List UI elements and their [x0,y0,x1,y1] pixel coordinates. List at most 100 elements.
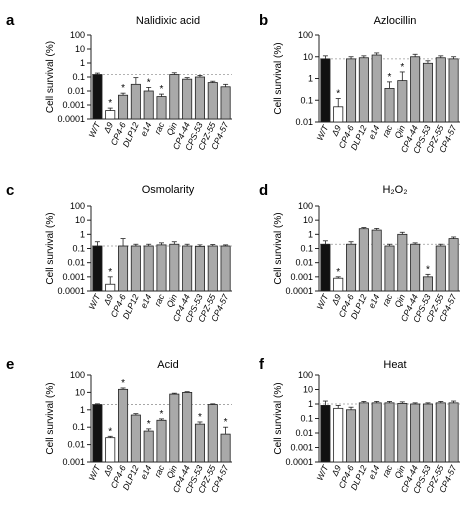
panel-title: Acid [157,359,178,371]
significance-star: * [108,98,112,109]
bar-CP4-6 [118,245,129,292]
bar-CP4-57 [448,58,459,123]
y-tick-label: 1 [80,229,85,239]
y-tick-label: 100 [298,30,313,40]
panel-letter: a [6,12,15,29]
bar-W/T [92,74,103,120]
bar-Δ9 [105,110,116,120]
bar-DLP12 [358,57,369,123]
y-tick-label: 100 [70,30,85,40]
bar-W/T [320,58,331,123]
x-tick-label: Δ9 [329,292,343,307]
bar-CP4-6 [346,58,357,123]
y-tick-label: 100 [70,370,85,380]
x-tick-label: Δ9 [101,292,115,307]
bar-Qin [397,233,408,292]
bar-CPZ-55 [207,245,218,292]
bar-Qin [169,393,180,463]
significance-star: * [147,77,151,88]
significance-star: * [336,89,340,100]
x-tick-label: W/T [87,120,103,139]
y-tick-label: 0.001 [290,272,313,282]
x-tick-label: rac [152,120,166,136]
bar-rac [156,96,167,120]
y-tick-label: 1 [80,405,85,415]
significance-star: * [121,83,125,94]
bar-CP4-44 [182,78,193,120]
x-tick-label: Δ9 [329,123,343,138]
x-tick-label: e14 [366,292,381,309]
x-tick-label: rac [380,463,394,479]
bar-e14 [143,430,154,463]
bar-Qin [169,243,180,292]
y-tick-label: 0.01 [295,258,313,268]
bar-e14 [371,54,382,123]
bar-rac [384,88,395,123]
x-tick-label: e14 [138,120,153,137]
bar-Qin [397,402,408,463]
y-tick-label: 10 [75,44,85,54]
x-tick-label: rac [380,292,394,308]
x-tick-label: e14 [138,292,153,309]
significance-star: * [147,419,151,430]
x-tick-label: Δ9 [329,463,343,478]
x-tick-label: W/T [315,123,331,142]
bar-Δ9 [105,283,116,292]
y-tick-label: 100 [70,201,85,211]
significance-star: * [198,412,202,423]
panel-letter: d [259,182,268,199]
bar-CPZ-55 [207,82,218,120]
panel-letter: f [259,356,265,373]
x-tick-label: W/T [87,463,103,482]
bar-e14 [143,245,154,292]
bar-CP4-44 [410,243,421,292]
bar-e14 [371,402,382,463]
bar-CP4-57 [448,238,459,292]
bar-Δ9 [333,277,344,292]
bar-CPZ-55 [435,245,446,292]
bar-Qin [169,74,180,120]
bar-DLP12 [358,402,369,463]
x-tick-label: W/T [87,292,103,311]
y-tick-label: 0.0001 [57,114,85,124]
significance-star: * [108,267,112,278]
y-tick-label: 0.001 [62,457,85,467]
x-tick-label: W/T [315,292,331,311]
y-tick-label: 0.0001 [285,457,313,467]
y-tick-label: 1 [308,74,313,84]
x-tick-label: rac [152,463,166,479]
y-tick-label: 100 [298,201,313,211]
panel-title: Azlocillin [374,15,417,27]
bar-CPZ-55 [207,404,218,463]
significance-star: * [224,417,228,428]
bar-Qin [397,80,408,123]
y-tick-label: 0.1 [72,72,85,82]
bar-Δ9 [333,106,344,123]
x-tick-label: e14 [366,463,381,480]
bar-CPS-53 [422,276,433,292]
y-axis-label: Cell survival (%) [273,212,284,284]
panel-title: Heat [383,359,406,371]
bar-CPS-53 [422,403,433,463]
bar-CPS-53 [194,246,205,292]
bar-W/T [320,243,331,292]
bar-CP4-57 [220,245,231,292]
bar-CPZ-55 [435,57,446,123]
y-tick-label: 0.0001 [57,286,85,296]
y-tick-label: 10 [75,387,85,397]
panel-title: H₂O₂ [382,184,407,196]
bar-CP4-44 [410,56,421,123]
y-tick-label: 100 [298,370,313,380]
bar-DLP12 [130,83,141,120]
y-tick-label: 0.01 [295,117,313,127]
bar-CPS-53 [194,76,205,120]
y-tick-label: 10 [303,52,313,62]
y-axis-label: Cell survival (%) [45,212,56,284]
bar-CP4-6 [118,94,129,120]
bar-CP4-6 [346,243,357,292]
bar-W/T [92,404,103,463]
bar-DLP12 [130,414,141,463]
bar-W/T [320,405,331,463]
bar-Δ9 [105,437,116,463]
